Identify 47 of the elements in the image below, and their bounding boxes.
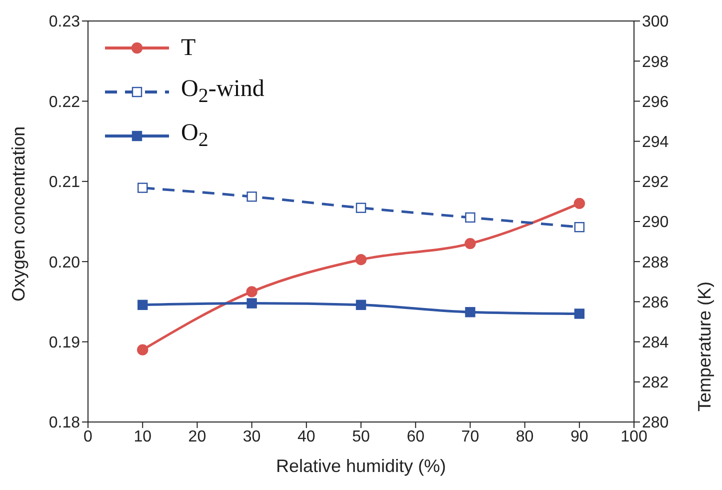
x-axis-title: Relative humidity (%) bbox=[276, 456, 446, 476]
x-tick-label: 40 bbox=[298, 428, 316, 446]
legend-label: O$_{2}$ bbox=[181, 120, 208, 152]
y2-tick-label: 298 bbox=[642, 54, 669, 71]
point bbox=[574, 222, 584, 232]
y2-axis-title: Temperature (K) bbox=[694, 282, 714, 412]
point bbox=[465, 307, 476, 318]
y-tick-label: 0.19 bbox=[48, 334, 80, 352]
x-tick-label: 90 bbox=[570, 428, 588, 446]
point bbox=[356, 202, 366, 213]
x-tick-label: 60 bbox=[406, 428, 425, 446]
point bbox=[356, 300, 366, 310]
x-tick-label: 50 bbox=[352, 428, 370, 446]
y-tick-label: 0.21 bbox=[48, 174, 80, 192]
x-tick-label: 30 bbox=[242, 428, 261, 446]
point bbox=[138, 300, 148, 310]
x-tick-label: 0 bbox=[84, 428, 93, 446]
y-tick-label: 0.20 bbox=[48, 254, 80, 272]
y2-tick-label: 296 bbox=[642, 94, 669, 111]
y-tick-label: 0.23 bbox=[48, 14, 80, 31]
y-tick-label: 0.22 bbox=[48, 94, 80, 111]
x-tick-label: 20 bbox=[188, 428, 206, 446]
y2-tick-label: 284 bbox=[642, 334, 669, 352]
x-tick-label: 80 bbox=[516, 428, 534, 446]
y2-tick-label: 294 bbox=[642, 134, 669, 151]
legend-label: O$_{2}$-wind bbox=[181, 76, 264, 108]
x-tick-label: 70 bbox=[461, 428, 480, 446]
y2-tick-label: 290 bbox=[642, 214, 669, 232]
y2-tick-label: 288 bbox=[642, 254, 669, 272]
point bbox=[138, 182, 148, 193]
point bbox=[246, 286, 258, 298]
point bbox=[574, 198, 585, 210]
point bbox=[465, 212, 476, 223]
point bbox=[464, 238, 476, 250]
point bbox=[355, 254, 367, 266]
point bbox=[137, 344, 148, 356]
y2-tick-label: 286 bbox=[642, 294, 669, 312]
x-tick-label: 10 bbox=[134, 428, 152, 446]
y2-tick-label: 292 bbox=[642, 174, 669, 192]
y-tick-label: 0.18 bbox=[48, 414, 80, 432]
point bbox=[246, 298, 257, 308]
point bbox=[574, 308, 584, 319]
legend-label: T bbox=[181, 34, 196, 62]
y-axis-title: Oxygen concentration bbox=[8, 126, 28, 302]
point bbox=[246, 192, 257, 202]
y2-tick-label: 300 bbox=[642, 14, 669, 31]
y2-tick-label: 282 bbox=[642, 374, 669, 392]
